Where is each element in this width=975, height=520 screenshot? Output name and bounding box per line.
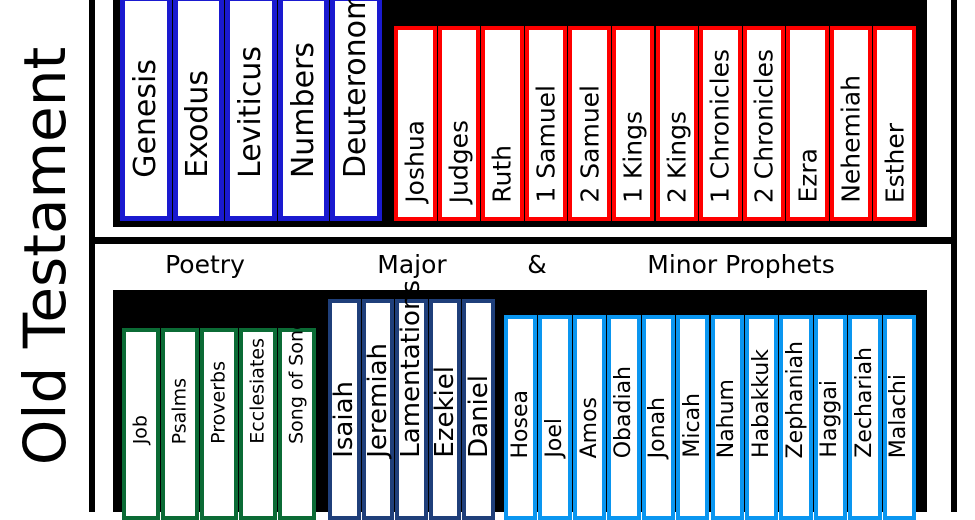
book-title: Psalms — [168, 377, 191, 444]
book-title: Jeremiah — [362, 343, 393, 458]
book-obadiah: Obadiah — [607, 315, 641, 520]
book-title: Ezra — [793, 148, 823, 203]
book-genesis: Genesis — [120, 0, 172, 221]
book-zechariah: Zechariah — [848, 315, 882, 520]
book-title: 2 Kings — [662, 111, 692, 203]
book-title: Song of Songs — [285, 308, 308, 444]
book-title: Obadiah — [610, 365, 636, 458]
book-joshua: Joshua — [394, 26, 437, 221]
book-title: Deuteronomy — [338, 0, 374, 178]
book-lamentations: Lamentations — [395, 280, 428, 520]
book-habakkuk: Habakkuk — [744, 315, 779, 520]
book-hosea: Hosea — [504, 315, 538, 520]
book-daniel: Daniel — [462, 299, 495, 520]
book-title: Nehemiah — [836, 75, 866, 203]
minor-prophets-label: Minor Prophets — [647, 250, 835, 279]
book-ecclesiates: Ecclesiates — [239, 328, 277, 520]
book-title: Exodus — [180, 70, 216, 178]
book-jeremiah: Jeremiah — [361, 299, 395, 520]
book-ruth: Ruth — [481, 26, 524, 221]
book-ezra: Ezra — [786, 26, 829, 221]
book-title: Amos — [576, 396, 602, 458]
book-title: Genesis — [127, 59, 163, 178]
book-joel: Joel — [538, 315, 572, 520]
ampersand-label: & — [527, 250, 547, 279]
book-esther: Esther — [873, 26, 916, 221]
shelf-divider — [92, 237, 954, 244]
book-title: 2 Chronicles — [749, 48, 779, 203]
book-title: Isaiah — [329, 381, 360, 458]
book-title: Haggai — [817, 380, 843, 458]
book-title: Daniel — [463, 375, 494, 458]
book-numbers: Numbers — [277, 0, 330, 221]
book-deuteronomy: Deuteronomy — [330, 0, 382, 221]
book-1-samuel: 1 Samuel — [524, 26, 568, 221]
book-isaiah: Isaiah — [328, 299, 361, 520]
old-testament-title: Old Testament — [0, 0, 90, 512]
book-2-kings: 2 Kings — [655, 26, 699, 221]
book-title: 2 Samuel — [575, 85, 605, 203]
major-label: Major — [377, 250, 447, 279]
book-title: 1 Chronicles — [705, 48, 735, 203]
book-title: Micah — [679, 393, 705, 458]
book-title: 1 Samuel — [531, 85, 561, 203]
book-haggai: Haggai — [813, 315, 848, 520]
book-title: Joel — [542, 418, 568, 458]
book-malachi: Malachi — [882, 315, 916, 520]
poetry-label: Poetry — [165, 250, 245, 279]
book-jonah: Jonah — [641, 315, 676, 520]
book-title: Leviticus — [232, 46, 268, 178]
book-zephaniah: Zephaniah — [779, 315, 813, 520]
book-judges: Judges — [437, 26, 481, 221]
book-title: Malachi — [886, 373, 912, 458]
book-ezekiel: Ezekiel — [428, 299, 462, 520]
right-divider — [951, 0, 957, 512]
book-title: Jonah — [645, 396, 671, 458]
book-title: Habakkuk — [748, 349, 774, 458]
title-text: Old Testament — [11, 46, 79, 466]
book-song-of-songs: Song of Songs — [278, 308, 316, 520]
book-leviticus: Leviticus — [225, 0, 277, 221]
book-amos: Amos — [572, 315, 607, 520]
book-2-chronicles: 2 Chronicles — [742, 26, 786, 221]
book-title: Hosea — [507, 389, 533, 458]
book-title: Nahum — [714, 378, 740, 458]
book-title: Zechariah — [851, 347, 877, 458]
book-1-kings: 1 Kings — [611, 26, 655, 221]
book-title: Judges — [444, 119, 474, 203]
book-title: Ruth — [487, 145, 517, 203]
book-proverbs: Proverbs — [200, 328, 238, 520]
book-nehemiah: Nehemiah — [829, 26, 873, 221]
book-job: Job — [122, 328, 160, 520]
book-title: Joshua — [400, 120, 430, 203]
book-title: Lamentations — [396, 280, 427, 458]
book-title: Zephaniah — [783, 340, 809, 458]
book-title: Numbers — [285, 41, 321, 178]
book-1-chronicles: 1 Chronicles — [699, 26, 742, 221]
book-title: Job — [129, 414, 152, 444]
book-title: Esther — [880, 122, 910, 203]
book-psalms: Psalms — [161, 328, 199, 520]
left-divider — [89, 0, 95, 512]
book-title: Ezekiel — [430, 366, 461, 458]
book-micah: Micah — [676, 315, 710, 520]
book-nahum: Nahum — [710, 315, 744, 520]
book-title: Ecclesiates — [246, 338, 269, 444]
book-exodus: Exodus — [172, 0, 225, 221]
book-title: 1 Kings — [618, 111, 648, 203]
book-title: Proverbs — [207, 361, 230, 444]
book-2-samuel: 2 Samuel — [568, 26, 611, 221]
